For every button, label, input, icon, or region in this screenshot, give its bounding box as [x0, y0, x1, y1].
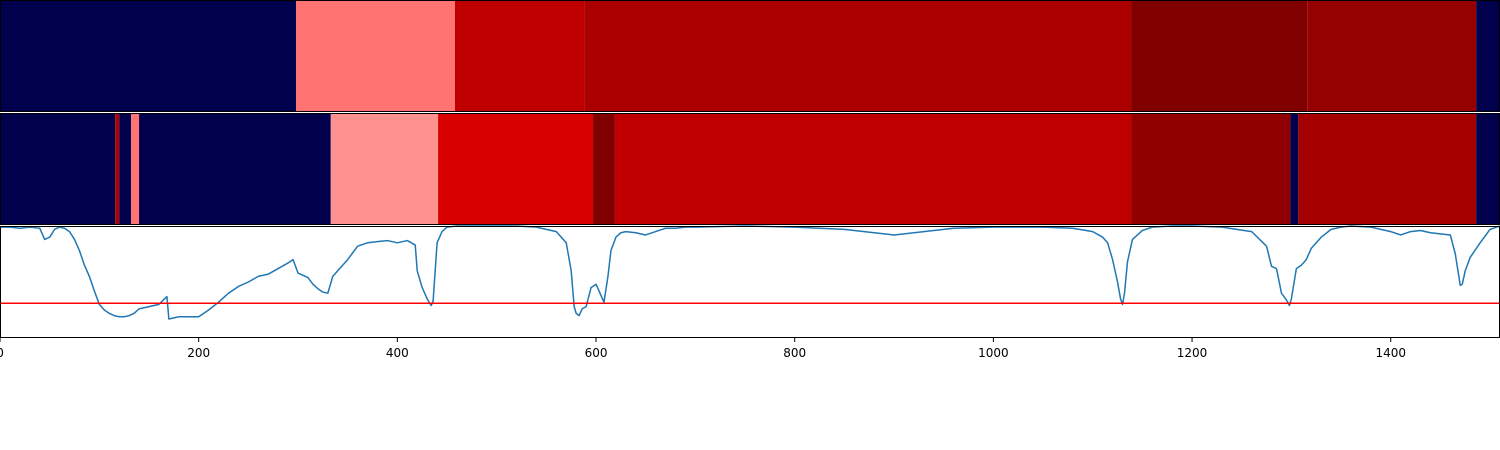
heatmap-top-segment [454, 0, 585, 112]
heatmap-middle-segment [330, 113, 439, 225]
x-tick-label: 400 [386, 346, 409, 360]
heatmap-middle-segment [115, 113, 120, 225]
heatmap-middle-segment [593, 113, 615, 225]
heatmap-middle-segment [131, 113, 140, 225]
heatmap-middle-segment [0, 113, 116, 225]
heatmap-middle-segment [1290, 113, 1299, 225]
heatmap-strip-top [0, 0, 1500, 112]
heatmap-middle-segment [1131, 113, 1291, 225]
heatmap-middle-segment [614, 113, 1132, 225]
heatmap-strip-middle [0, 113, 1500, 225]
heatmap-top-segment [584, 0, 1132, 112]
x-tick-label: 200 [187, 346, 210, 360]
heatmap-middle-segment [438, 113, 594, 225]
line-plot-background [0, 226, 1500, 338]
line-series [0, 225, 1500, 320]
x-tick-label: 600 [585, 346, 608, 360]
heatmap-top-segment [1307, 0, 1477, 112]
heatmap-top-segment [0, 0, 297, 112]
heatmap-middle-segment [139, 113, 331, 225]
x-tick-label: 800 [783, 346, 806, 360]
x-tick-label: 1400 [1375, 346, 1406, 360]
heatmap-top-segment [1476, 0, 1500, 112]
heatmap-top-segment [1131, 0, 1308, 112]
heatmap-middle-segment [1476, 113, 1500, 225]
x-tick-label: 0 [0, 346, 4, 360]
line-series-group [0, 225, 1500, 320]
heatmap-middle-segment [119, 113, 132, 225]
heatmap-top-segment [296, 0, 455, 112]
heatmap-middle-segment [1298, 113, 1477, 225]
x-tick-label: 1200 [1177, 346, 1208, 360]
line-plot-panel: 0 200 400 600 800 1000 1200 1400 [0, 225, 1500, 360]
x-tick-label: 1000 [978, 346, 1009, 360]
x-axis: 0 200 400 600 800 1000 1200 1400 [0, 338, 1406, 360]
